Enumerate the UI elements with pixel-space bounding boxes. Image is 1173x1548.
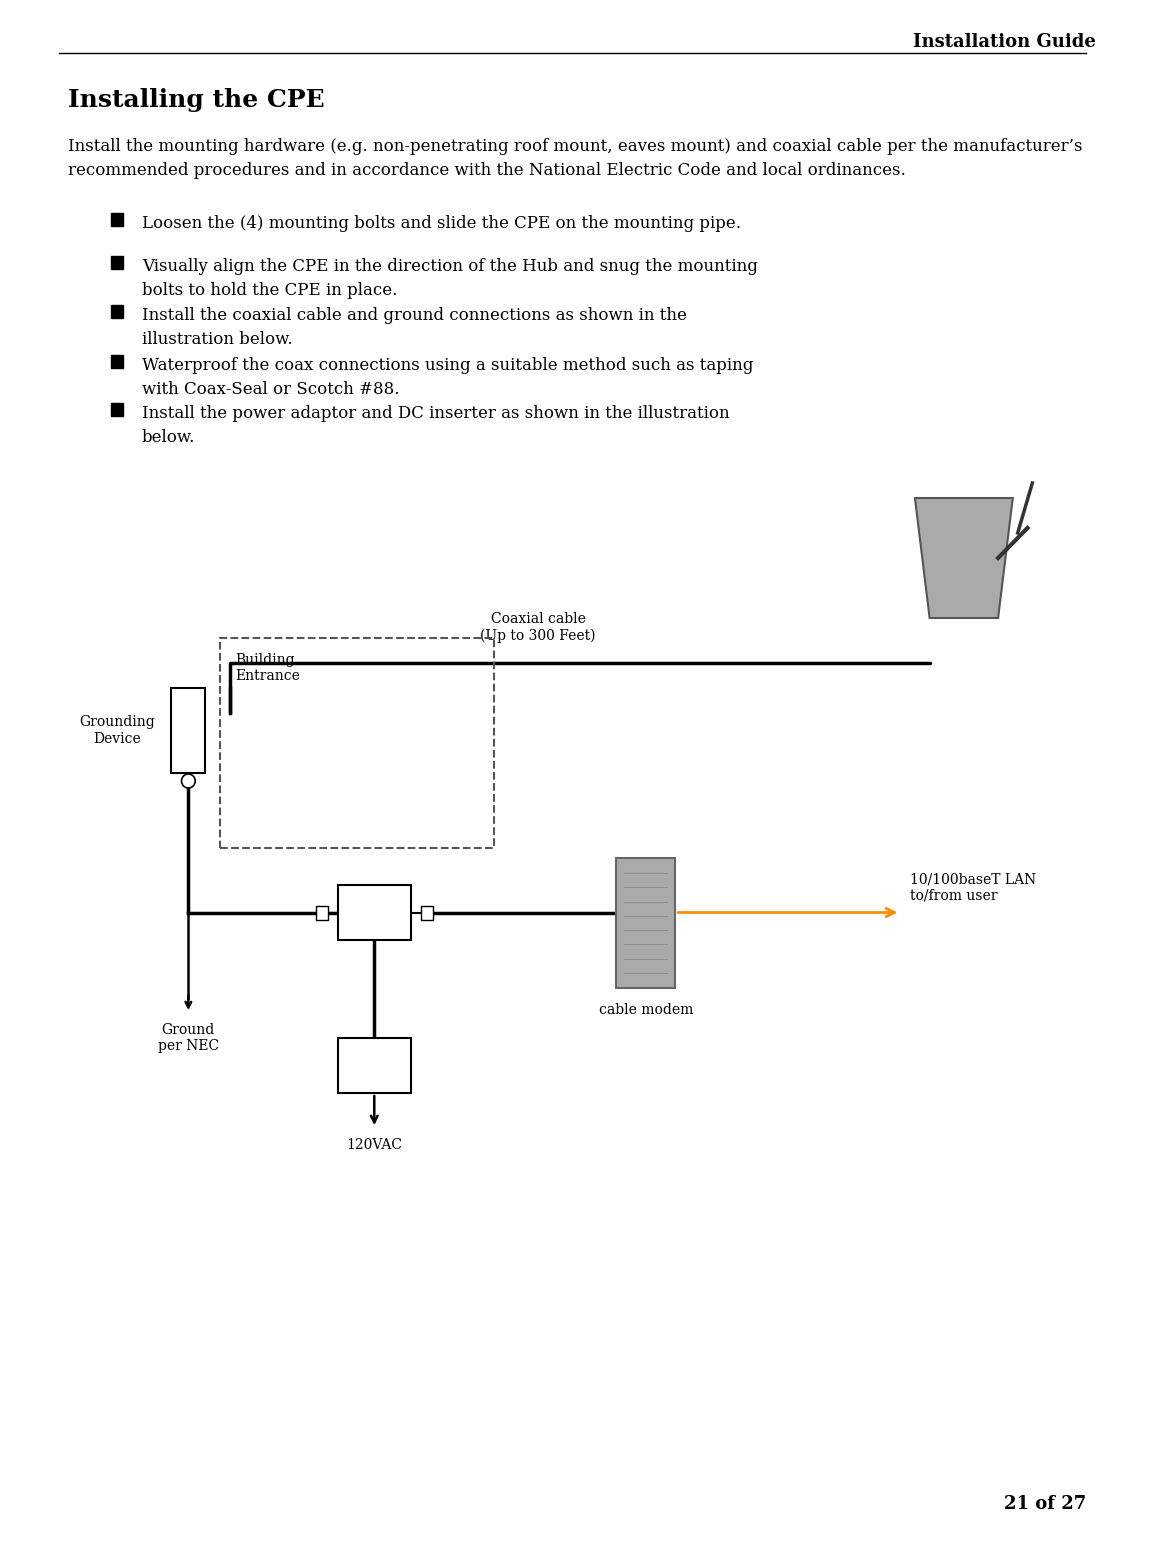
Bar — [171, 687, 205, 772]
Bar — [110, 305, 123, 317]
Text: Install the power adaptor and DC inserter as shown in the illustration
below.: Install the power adaptor and DC inserte… — [142, 406, 730, 446]
Bar — [617, 858, 676, 988]
Bar — [110, 402, 123, 416]
Text: Power
Pack: Power Pack — [352, 1051, 396, 1081]
Bar — [338, 1039, 411, 1093]
Bar — [110, 354, 123, 368]
Text: 10/100baseT LAN
to/from user: 10/100baseT LAN to/from user — [910, 873, 1036, 902]
Text: 120VAC: 120VAC — [346, 1138, 402, 1152]
Text: Loosen the (4) mounting bolts and slide the CPE on the mounting pipe.: Loosen the (4) mounting bolts and slide … — [142, 215, 741, 232]
Text: Installing the CPE: Installing the CPE — [68, 88, 325, 111]
Text: DC
Inserter: DC Inserter — [346, 898, 402, 927]
Circle shape — [182, 774, 195, 788]
Text: cable modem: cable modem — [598, 1003, 693, 1017]
Bar — [316, 906, 327, 920]
Text: Visually align the CPE in the direction of the Hub and snug the mounting
bolts t: Visually align the CPE in the direction … — [142, 259, 758, 299]
Text: Waterproof the coax connections using a suitable method such as taping
with Coax: Waterproof the coax connections using a … — [142, 358, 753, 398]
Bar — [421, 906, 433, 920]
Text: Installation Guide: Installation Guide — [913, 33, 1096, 51]
Text: 21 of 27: 21 of 27 — [1004, 1495, 1086, 1512]
Bar — [338, 885, 411, 940]
Text: Building
Entrance: Building Entrance — [235, 653, 300, 683]
Text: Install the mounting hardware (e.g. non-penetrating roof mount, eaves mount) and: Install the mounting hardware (e.g. non-… — [68, 138, 1083, 178]
Text: Coaxial cable
(Up to 300 Feet): Coaxial cable (Up to 300 Feet) — [481, 613, 596, 642]
Bar — [221, 638, 494, 848]
Bar — [110, 214, 123, 226]
Bar — [110, 255, 123, 269]
Text: Install the coaxial cable and ground connections as shown in the
illustration be: Install the coaxial cable and ground con… — [142, 307, 686, 347]
Text: Ground
per NEC: Ground per NEC — [158, 1023, 219, 1053]
Text: Grounding
Device: Grounding Device — [80, 715, 155, 746]
Polygon shape — [915, 498, 1012, 618]
